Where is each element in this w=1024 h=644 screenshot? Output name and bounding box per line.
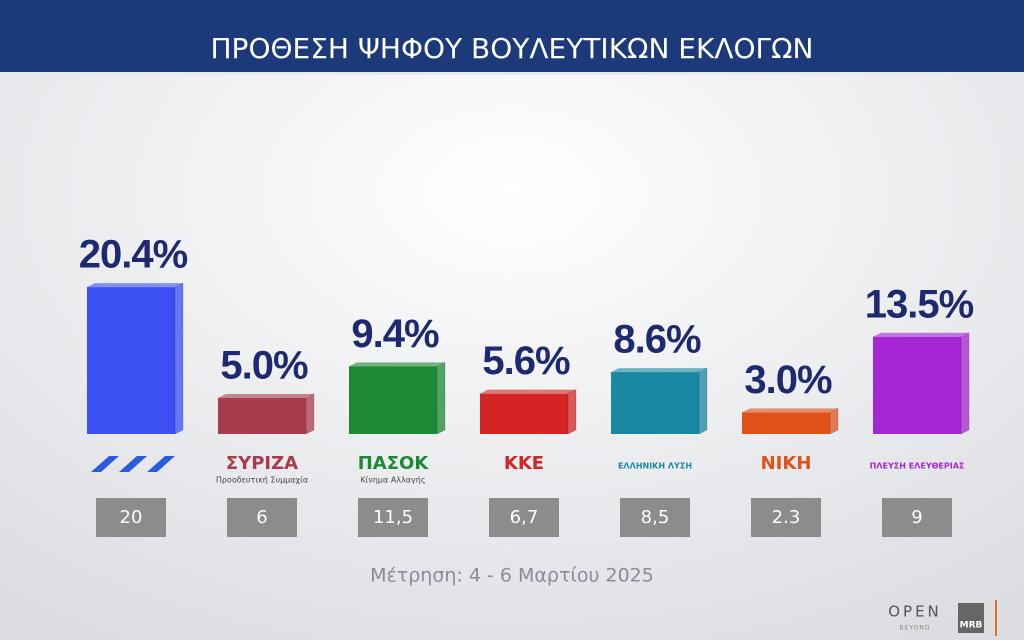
party-logo-text: ΚΚΕ — [504, 453, 544, 474]
previous-result-box — [882, 498, 952, 537]
bar-side — [436, 361, 446, 435]
bar — [349, 366, 437, 434]
previous-result-box — [96, 498, 166, 537]
previous-result-box — [751, 498, 821, 537]
value-label: 3.0% — [744, 358, 832, 402]
bar-top — [87, 283, 183, 288]
previous-result-box — [227, 498, 297, 537]
previous-result-label: 6 — [256, 507, 267, 528]
party-logo-subtext: Κίνημα Αλλαγής — [360, 476, 425, 485]
previous-result-box — [489, 498, 559, 537]
party-logo-text: ΠΑΣΟΚ — [358, 453, 430, 474]
pollster-box — [958, 603, 984, 633]
brand-accent — [995, 600, 997, 636]
brand-sub: BEYOND — [899, 625, 930, 632]
previous-result-label: 8,5 — [641, 507, 670, 528]
party-logo-shape — [91, 456, 119, 472]
previous-result-label: 2.3 — [772, 507, 801, 528]
bar-top — [873, 332, 969, 337]
footnote: Μέτρηση: 4 - 6 Μαρτίου 2025 — [370, 565, 654, 587]
value-label: 20.4% — [79, 233, 188, 277]
header-rule — [0, 72, 1024, 75]
chart-title: ΠΡΟΘΕΣΗ ΨΗΦΟΥ ΒΟΥΛΕΥΤΙΚΩΝ ΕΚΛΟΓΩΝ — [211, 32, 814, 65]
bar-top — [611, 368, 707, 373]
bar-side — [174, 282, 184, 435]
bar-side — [305, 393, 315, 435]
previous-result-label: 6,7 — [510, 507, 539, 528]
previous-result-box — [358, 498, 428, 537]
party-logo-text: ΝΙΚΗ — [761, 453, 812, 474]
value-label: 5.0% — [220, 344, 308, 388]
bar-top — [742, 408, 838, 413]
bar-top — [218, 394, 314, 398]
party-logo-text: ΠΛΕΥΣΗ ΕΛΕΥΘΕΡΙΑΣ — [870, 462, 965, 471]
value-label: 8.6% — [613, 318, 701, 362]
bar-side — [960, 331, 970, 435]
bar-side — [698, 367, 708, 435]
bar — [873, 336, 961, 434]
previous-result-label: 20 — [120, 507, 143, 528]
value-label: 13.5% — [865, 282, 974, 326]
bar — [480, 393, 568, 434]
bar-side — [829, 407, 839, 435]
bar-top — [480, 389, 576, 394]
pollster: MRB — [960, 621, 983, 631]
bar — [218, 398, 306, 434]
party-logo-shape — [119, 456, 147, 472]
party-logo-shape — [147, 456, 175, 472]
bar-side — [567, 388, 577, 435]
party-logo-text: ΕΛΛΗΝΙΚΗ ΛΥΣΗ — [618, 462, 692, 471]
header-band — [0, 0, 1024, 75]
bar — [611, 372, 699, 434]
bar — [742, 412, 830, 434]
value-label: 9.4% — [351, 312, 439, 356]
brand: OPEN — [888, 603, 942, 621]
bar — [87, 287, 175, 434]
party-logo-subtext: Προοδευτική Συμμαχία — [216, 476, 308, 485]
previous-result-label: 9 — [911, 507, 922, 528]
value-label: 5.6% — [482, 339, 570, 383]
party-logo-text: ΣΥΡΙΖΑ — [226, 453, 298, 474]
previous-result-box — [620, 498, 690, 537]
previous-result-label: 11,5 — [373, 507, 413, 528]
bar-top — [349, 362, 445, 367]
